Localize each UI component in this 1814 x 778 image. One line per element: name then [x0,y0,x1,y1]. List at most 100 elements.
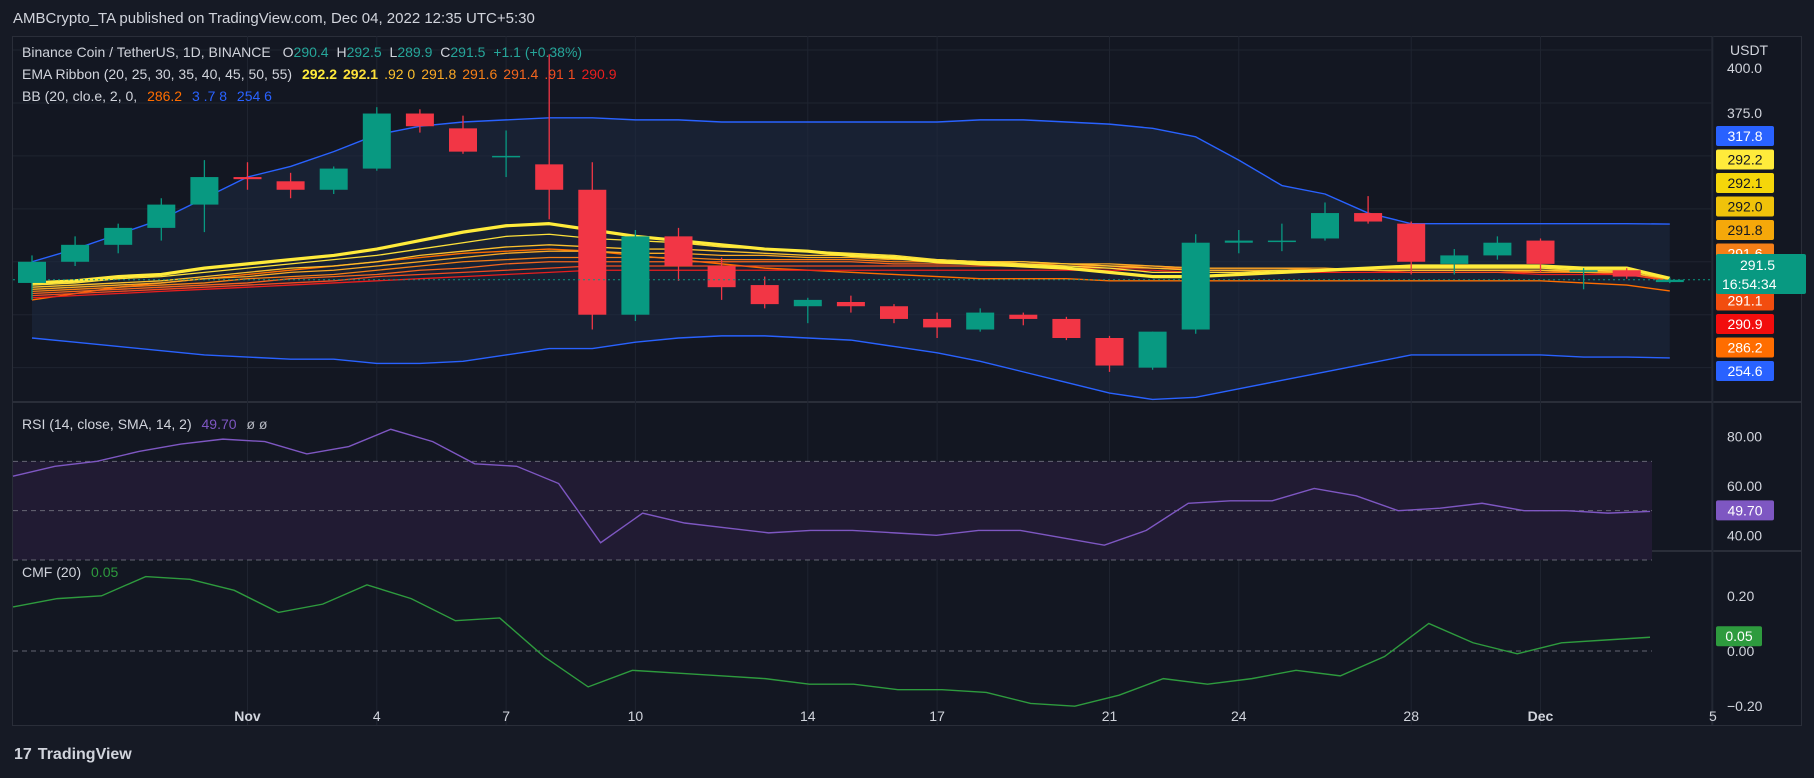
bb-title[interactable]: BB (20, clo.e, 2, 0, [22,88,138,104]
bb-fill [32,117,1670,400]
candle-body [1052,318,1081,338]
rsi-tick-label: 80.00 [1727,429,1762,445]
candle-body [492,155,521,158]
price-change: +1.1 (+0.38%) [493,44,583,60]
cmf-title[interactable]: CMF (20) [22,564,82,580]
candle-body [405,113,434,127]
rsi-line [12,428,1651,546]
x-tick-label: 24 [1231,708,1247,724]
cmf-tick-label: 0.20 [1727,588,1754,604]
candle-body [1138,331,1167,368]
price-label-text: 292.1 [1727,175,1762,191]
ema-20-line [31,222,1671,285]
price-label-text: 291.8 [1727,222,1762,238]
candle-body [836,302,865,307]
bb-legend: BB (20, clo.e, 2, 0, 286.2 3 .7 8 254 6 [22,88,272,104]
x-tick-label: Dec [1528,708,1554,724]
ema-title[interactable]: EMA Ribbon (20, 25, 30, 35, 40, 45, 50, … [22,66,293,82]
candle-body [147,204,176,228]
candle-body [1354,213,1383,222]
x-tick-label: 14 [800,708,816,724]
price-tick-label: 400.0 [1727,60,1762,76]
ohlc-h-label: H [336,44,347,60]
cmf-value-tag [1716,626,1762,647]
candle-body [793,299,822,307]
ema-50-line [31,265,1670,297]
rsi-value-tag-text: 49.70 [1727,502,1762,518]
cmf-value-tag-text: 0.05 [1725,628,1752,644]
tradingview-logo[interactable]: 17 TradingView [14,746,132,764]
candle-body [664,236,693,266]
publish-header-text: AMBCrypto_TA published on TradingView.co… [13,10,535,27]
candle-body [61,244,90,262]
price-label-box [1716,173,1774,193]
ema-value-8: 290.9 [581,66,617,82]
candle-body [1397,223,1426,262]
ema-value-4: 291.8 [421,66,457,82]
axis-currency: USDT [1730,42,1769,58]
ema-55-line [31,269,1670,299]
publish-header: AMBCrypto_TA published on TradingView.co… [0,0,1814,36]
candle-body [923,318,952,328]
symbol-title[interactable]: Binance Coin / TetherUS, 1D, BINANCE [22,44,271,60]
candle-body [535,164,564,190]
current-price-countdown: 16:54:34 [1722,276,1777,292]
price-label-box [1716,149,1774,170]
ema-value-3: .92 0 [384,66,416,82]
candle-body [1224,240,1253,243]
price-label-box [1716,220,1774,240]
candle-body [707,266,736,288]
price-label-text: 290.9 [1727,316,1762,332]
candle-body [1569,270,1598,272]
ohlc-c-label: C [440,44,451,60]
price-label-text: 254.6 [1727,363,1762,379]
candle-body [449,128,477,152]
ema-value-5: 291.6 [462,66,498,82]
cmf-value: 0.05 [91,564,119,580]
ema-value-6: 291.4 [503,66,539,82]
cmf-line [12,575,1651,707]
ohlc-close: 291.5 [450,44,486,60]
candle-body [578,189,607,315]
rsi-value-tag [1716,500,1774,521]
rsi-title[interactable]: RSI (14, close, SMA, 14, 2) [22,416,192,432]
cmf-tick-label: −0.20 [1727,698,1763,714]
ema-value-1: 292.2 [301,66,338,82]
rsi-legend: RSI (14, close, SMA, 14, 2) 49.70 ø ø [22,416,267,432]
ema-value-7: .91 1 [544,66,576,82]
candle-body [233,177,262,180]
cmf-legend: CMF (20) 0.05 [22,564,118,580]
price-label-box [1716,361,1774,381]
candle-body [1440,255,1469,264]
candle-body [1311,213,1339,239]
price-label-box [1716,337,1774,358]
price-label-box [1716,314,1774,334]
bb-lower-value: 254 6 [236,88,272,104]
candle-body [1181,242,1210,330]
bb-upper-line [31,117,1670,263]
price-label-text: 317.8 [1727,128,1762,144]
candle-body [1009,314,1038,319]
bb-basis-line [31,248,1670,301]
ohlc-o-label: O [282,44,294,60]
candle-body [319,168,348,190]
price-label-text: 291.1 [1727,293,1762,309]
x-tick-label: 4 [373,708,381,724]
ohlc-l-label: L [389,44,398,60]
ohlc-high: 292.5 [346,44,382,60]
ohlc-low: 289.9 [397,44,433,60]
candle-body [966,312,995,330]
candle-body [276,181,305,190]
candle-body [190,177,219,205]
candle-body [18,261,46,283]
x-tick-label: 5 [1709,708,1717,724]
price-label-text: 292.2 [1727,152,1762,168]
candle-body [1655,279,1684,283]
rsi-tick-label: 40.00 [1727,527,1762,543]
current-price-tag [1716,254,1806,294]
x-tick-label: 17 [929,708,945,724]
candle-body [104,227,133,245]
rsi-tick-label: 60.00 [1727,478,1762,494]
candle-body [1526,240,1555,264]
